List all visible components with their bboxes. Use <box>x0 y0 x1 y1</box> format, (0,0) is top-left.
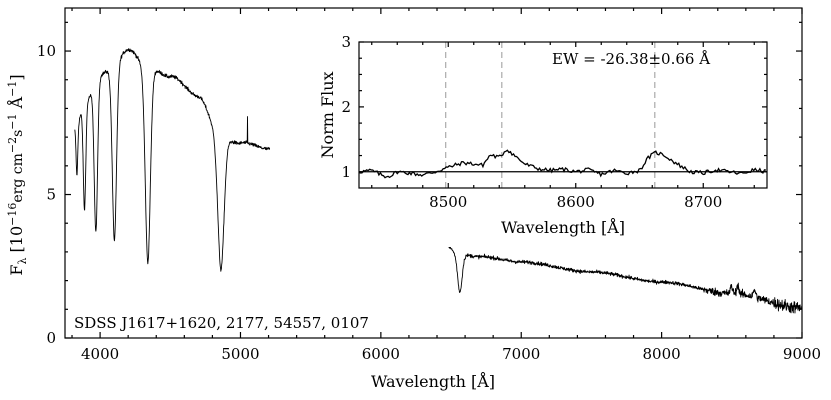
main-x-tick-label: 8000 <box>643 345 681 363</box>
main-x-axis: 4000 5000 6000 7000 8000 9000 <box>71 8 821 363</box>
inset-background <box>270 22 775 247</box>
inset-y-axis: 1 2 3 <box>341 33 767 181</box>
main-y-tick-label: 0 <box>46 329 56 347</box>
main-x-tick-label: 5000 <box>221 345 259 363</box>
inset-x-tick-label: 8600 <box>557 193 595 211</box>
inset-x-axis: 8500 8600 8700 <box>371 42 755 211</box>
inset-y-axis-label: Norm Flux <box>318 71 337 158</box>
equivalent-width-annotation: EW = -26.38±0.66 Å <box>552 50 710 68</box>
inset-spectrum-line <box>358 149 767 179</box>
inset-x-tick-label: 8500 <box>429 193 467 211</box>
inset-y-tick-label: 2 <box>341 98 351 116</box>
inset-y-tick-label: 1 <box>341 163 351 181</box>
inset-spectrum-path <box>358 149 767 179</box>
inset-y-tick-label: 3 <box>341 33 351 51</box>
main-y-axis: 0 5 10 <box>37 21 802 347</box>
main-x-tick-label: 9000 <box>783 345 821 363</box>
object-annotation: SDSS J1617+1620, 2177, 54557, 0107 <box>74 314 369 332</box>
inset-x-tick-label: 8700 <box>684 193 722 211</box>
main-y-axis-label: Fλ [10−16erg cm−2s−1 Å−1] <box>6 74 29 275</box>
inset-plot-frame <box>358 41 768 189</box>
main-y-tick-label: 5 <box>46 186 56 204</box>
inset-panel: 8500 8600 8700 1 2 3 Wavelength [Å] Norm Flu… <box>270 22 775 247</box>
main-plot-frame <box>64 7 803 339</box>
inset-reference-lines <box>445 42 656 188</box>
main-panel: 4000 5000 6000 7000 8000 9000 0 5 10 Wavelength… <box>6 7 821 391</box>
main-y-tick-label: 10 <box>37 42 56 60</box>
main-x-axis-label: Wavelength [Å] <box>371 371 495 391</box>
main-x-tick-label: 6000 <box>362 345 400 363</box>
main-x-tick-label: 4000 <box>81 345 119 363</box>
inset-x-axis-label: Wavelength [Å] <box>501 217 625 237</box>
main-x-tick-label: 7000 <box>502 345 540 363</box>
